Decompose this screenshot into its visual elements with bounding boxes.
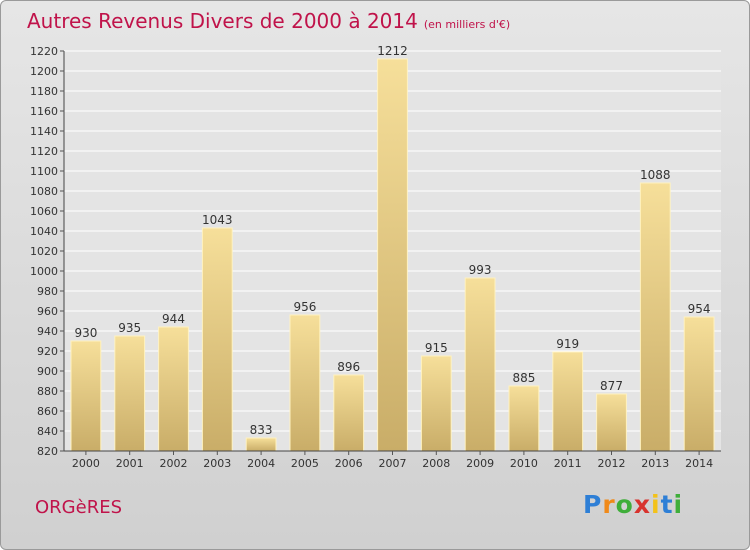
- y-tick-label: 1000: [30, 265, 58, 278]
- logo-letter: o: [615, 490, 634, 519]
- data-label: 930: [74, 326, 97, 340]
- x-tick-label: 2006: [335, 457, 363, 470]
- data-label: 919: [556, 337, 579, 351]
- data-label: 1043: [202, 213, 233, 227]
- y-tick-label: 960: [37, 305, 58, 318]
- x-tick-label: 2003: [203, 457, 231, 470]
- commune-name: ORGèRES: [35, 497, 123, 518]
- data-label: 877: [600, 379, 623, 393]
- y-tick-label: 1080: [30, 185, 58, 198]
- data-label: 833: [250, 423, 273, 437]
- bar: [70, 340, 102, 452]
- bar: [158, 326, 189, 452]
- data-label: 935: [118, 321, 141, 335]
- bar: [201, 227, 233, 452]
- bar: [552, 351, 584, 452]
- x-tick-label: 2011: [554, 457, 582, 470]
- y-tick-label: 900: [37, 365, 58, 378]
- chart-title: Autres Revenus Divers de 2000 à 2014 (en …: [27, 9, 510, 33]
- data-label: 1088: [640, 168, 671, 182]
- x-tick-label: 2010: [510, 457, 538, 470]
- y-tick-label: 980: [37, 285, 58, 298]
- y-tick-label: 920: [37, 345, 58, 358]
- logo-letter: i: [673, 490, 684, 519]
- y-tick-label: 1100: [30, 165, 58, 178]
- x-tick-label: 2007: [379, 457, 407, 470]
- y-tick-label: 860: [37, 405, 58, 418]
- logo-letter: x: [633, 490, 651, 519]
- x-tick-label: 2001: [116, 457, 144, 470]
- x-tick-label: 2009: [466, 457, 494, 470]
- y-tick-label: 1140: [30, 125, 58, 138]
- proxiti-logo: Proxiti: [583, 490, 683, 519]
- bar: [245, 437, 277, 452]
- logo-letter: P: [583, 490, 603, 519]
- title-main: Autres Revenus Divers de 2000 à 2014: [27, 9, 418, 33]
- y-tick-label: 1160: [30, 105, 58, 118]
- y-tick-label: 1220: [30, 45, 58, 58]
- x-tick-label: 2013: [641, 457, 669, 470]
- bar: [377, 58, 408, 452]
- data-label: 993: [469, 263, 492, 277]
- x-tick-label: 2002: [160, 457, 188, 470]
- data-label: 915: [425, 341, 448, 355]
- bar: [464, 277, 496, 452]
- y-tick-label: 840: [37, 425, 58, 438]
- x-tick-label: 2005: [291, 457, 319, 470]
- logo-letter: t: [660, 490, 674, 519]
- bar: [333, 374, 365, 452]
- bar: [420, 355, 452, 452]
- bar: [596, 393, 627, 452]
- logo-letter: i: [651, 490, 661, 519]
- x-tick-label: 2014: [685, 457, 713, 470]
- y-tick-label: 1200: [30, 65, 58, 78]
- bar: [683, 316, 715, 452]
- x-tick-label: 2004: [247, 457, 275, 470]
- y-tick-label: 880: [37, 385, 58, 398]
- data-label: 954: [688, 302, 711, 316]
- x-tick-label: 2000: [72, 457, 100, 470]
- y-tick-label: 1040: [30, 225, 58, 238]
- logo-letter: r: [602, 490, 616, 519]
- x-tick-label: 2012: [598, 457, 626, 470]
- x-tick-label: 2008: [422, 457, 450, 470]
- title-unit: (en milliers d'€): [423, 18, 511, 31]
- y-tick-label: 940: [37, 325, 58, 338]
- bar: [508, 385, 540, 452]
- data-label: 1212: [377, 44, 408, 58]
- y-tick-label: 1120: [30, 145, 58, 158]
- y-tick-label: 1180: [30, 85, 58, 98]
- y-tick-label: 820: [37, 445, 58, 458]
- y-tick-label: 1060: [30, 205, 58, 218]
- data-label: 896: [337, 360, 360, 374]
- bar: [289, 314, 321, 452]
- data-label: 944: [162, 312, 185, 326]
- bar: [114, 335, 146, 452]
- y-tick-label: 1020: [30, 245, 58, 258]
- bar: [639, 182, 671, 452]
- data-label: 956: [293, 300, 316, 314]
- data-label: 885: [512, 371, 535, 385]
